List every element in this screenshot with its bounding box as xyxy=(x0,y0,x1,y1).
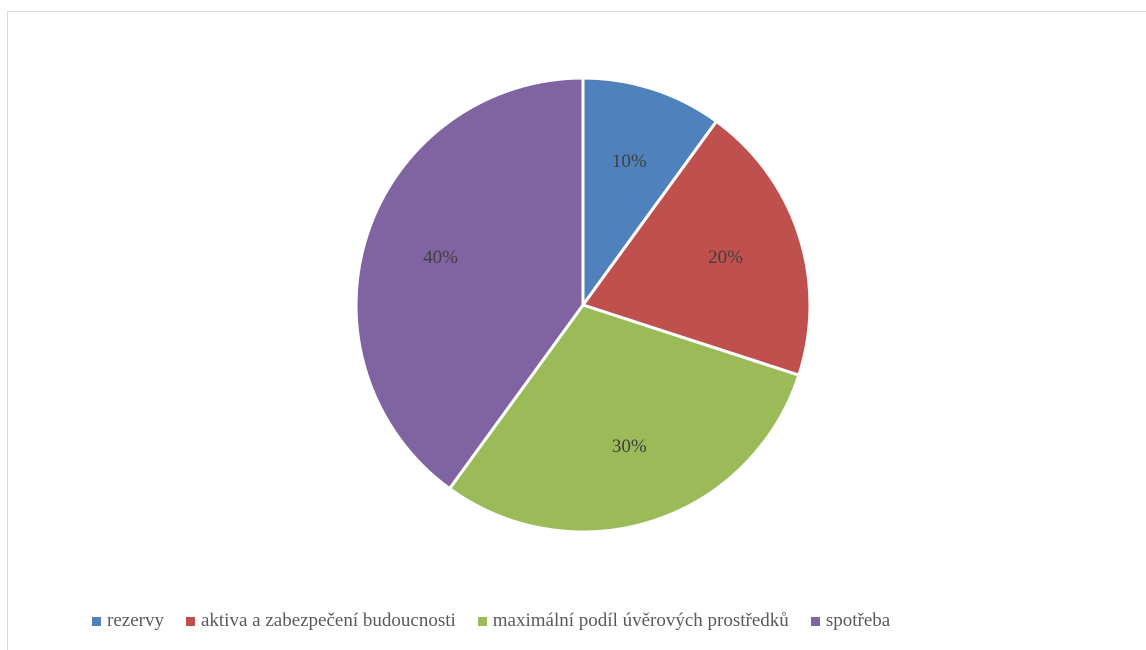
legend-swatch xyxy=(92,616,101,626)
data-label-4: 40% xyxy=(423,247,458,268)
data-label-2: 20% xyxy=(708,247,743,268)
legend-swatch xyxy=(477,616,487,626)
pie-slice-1 xyxy=(581,76,718,307)
legend-swatch xyxy=(185,616,195,626)
legend-item-aktiva: aktiva a zabezpečení budoucnosti xyxy=(185,610,456,632)
legend-label: spotřeba xyxy=(825,610,891,631)
data-label-3: 30% xyxy=(612,436,647,457)
legend-label: rezervy xyxy=(107,610,164,631)
legend-item-uvery: maximální podíl úvěrových prostředků xyxy=(477,610,789,632)
pie-slice-4 xyxy=(354,76,585,491)
legend-label: maximální podíl úvěrových prostředků xyxy=(492,610,789,631)
legend-swatch xyxy=(810,616,820,626)
legend-item-spotreba: spotřeba xyxy=(810,610,891,632)
data-label-1: 10% xyxy=(612,151,647,172)
legend: rezervy aktiva a zabezpečení budoucnosti… xyxy=(92,610,890,632)
legend-item-rezervy: rezervy xyxy=(92,610,164,632)
pie-slice-2 xyxy=(581,119,812,377)
legend-label: aktiva a zabezpečení budoucnosti xyxy=(200,610,456,631)
pie-slice-3 xyxy=(448,303,801,534)
pie-chart: 10% 20% 30% 40% xyxy=(354,76,812,534)
